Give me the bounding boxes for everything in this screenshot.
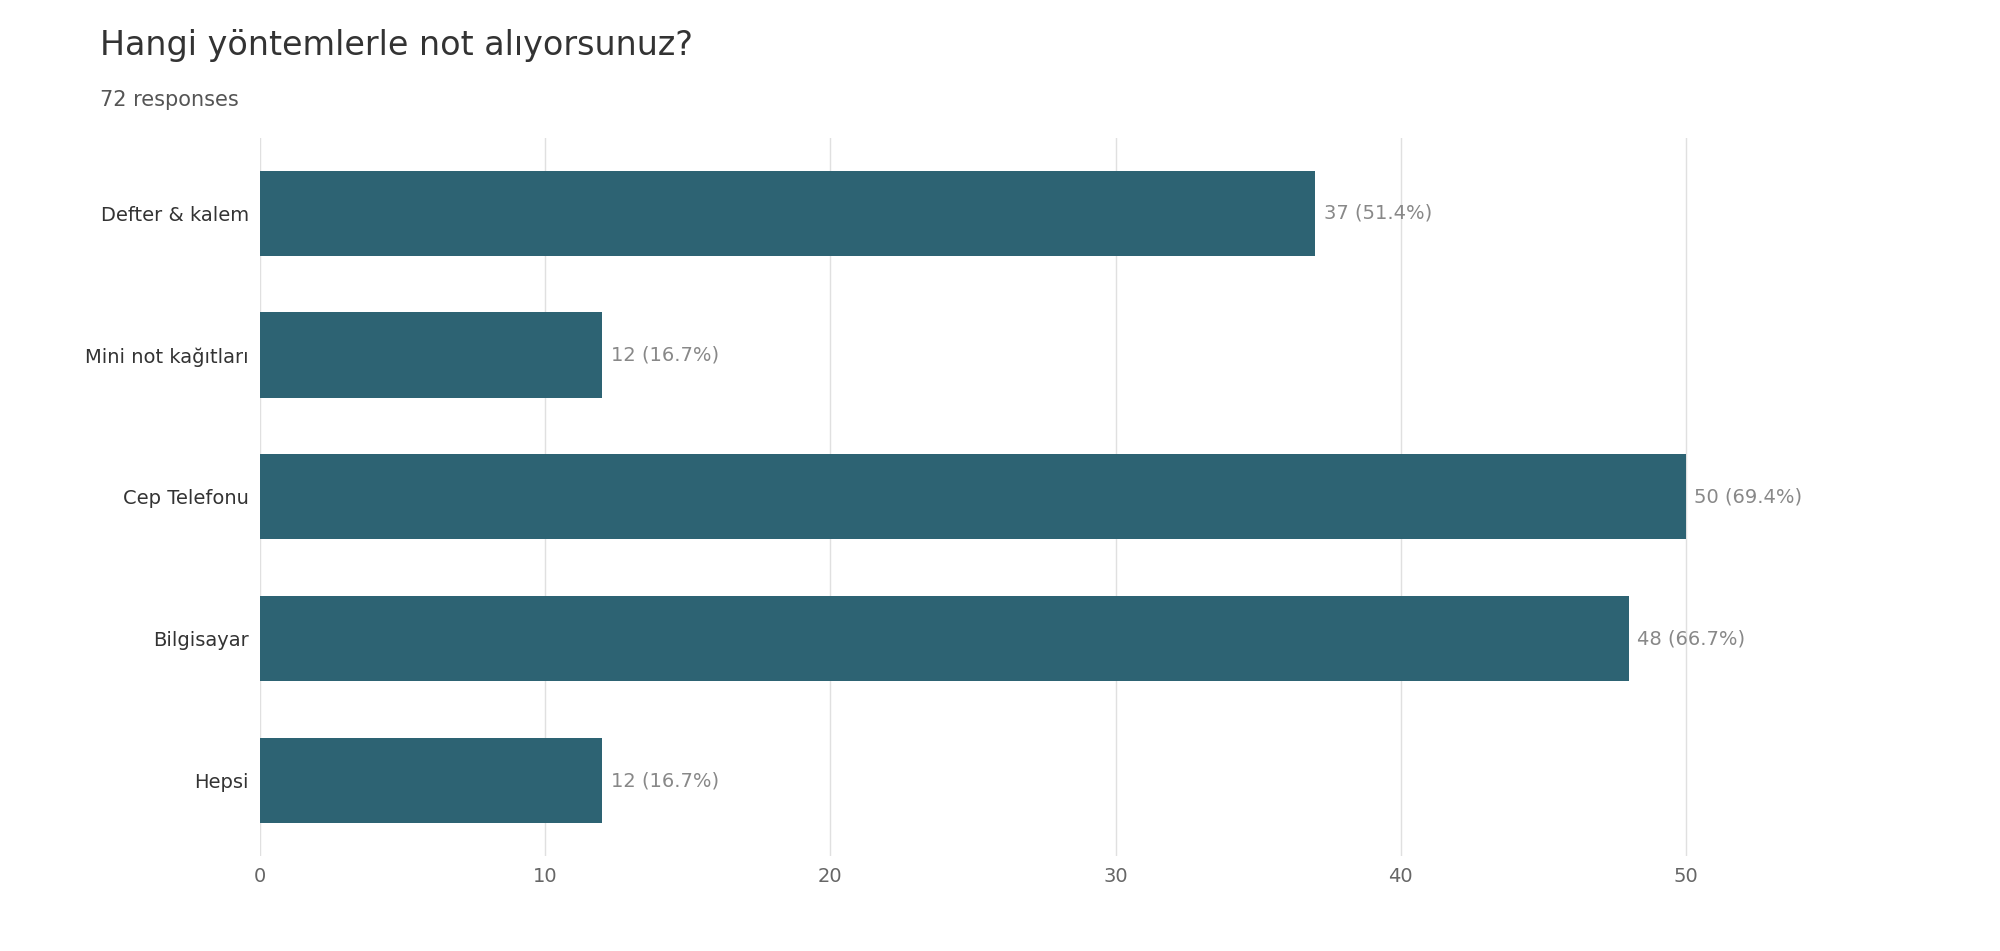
Text: 12 (16.7%): 12 (16.7%) bbox=[610, 345, 718, 364]
Bar bbox=[260, 170, 1316, 256]
Bar bbox=[260, 596, 1628, 681]
Bar bbox=[260, 738, 602, 824]
Text: 72 responses: 72 responses bbox=[100, 90, 238, 110]
Text: Hangi yöntemlerle not alıyorsunuz?: Hangi yöntemlerle not alıyorsunuz? bbox=[100, 29, 694, 62]
Text: 48 (66.7%): 48 (66.7%) bbox=[1638, 630, 1746, 649]
Text: 50 (69.4%): 50 (69.4%) bbox=[1694, 488, 1802, 506]
Bar bbox=[260, 313, 602, 398]
Bar bbox=[260, 455, 1686, 539]
Text: 12 (16.7%): 12 (16.7%) bbox=[610, 771, 718, 790]
Text: 37 (51.4%): 37 (51.4%) bbox=[1324, 204, 1432, 223]
